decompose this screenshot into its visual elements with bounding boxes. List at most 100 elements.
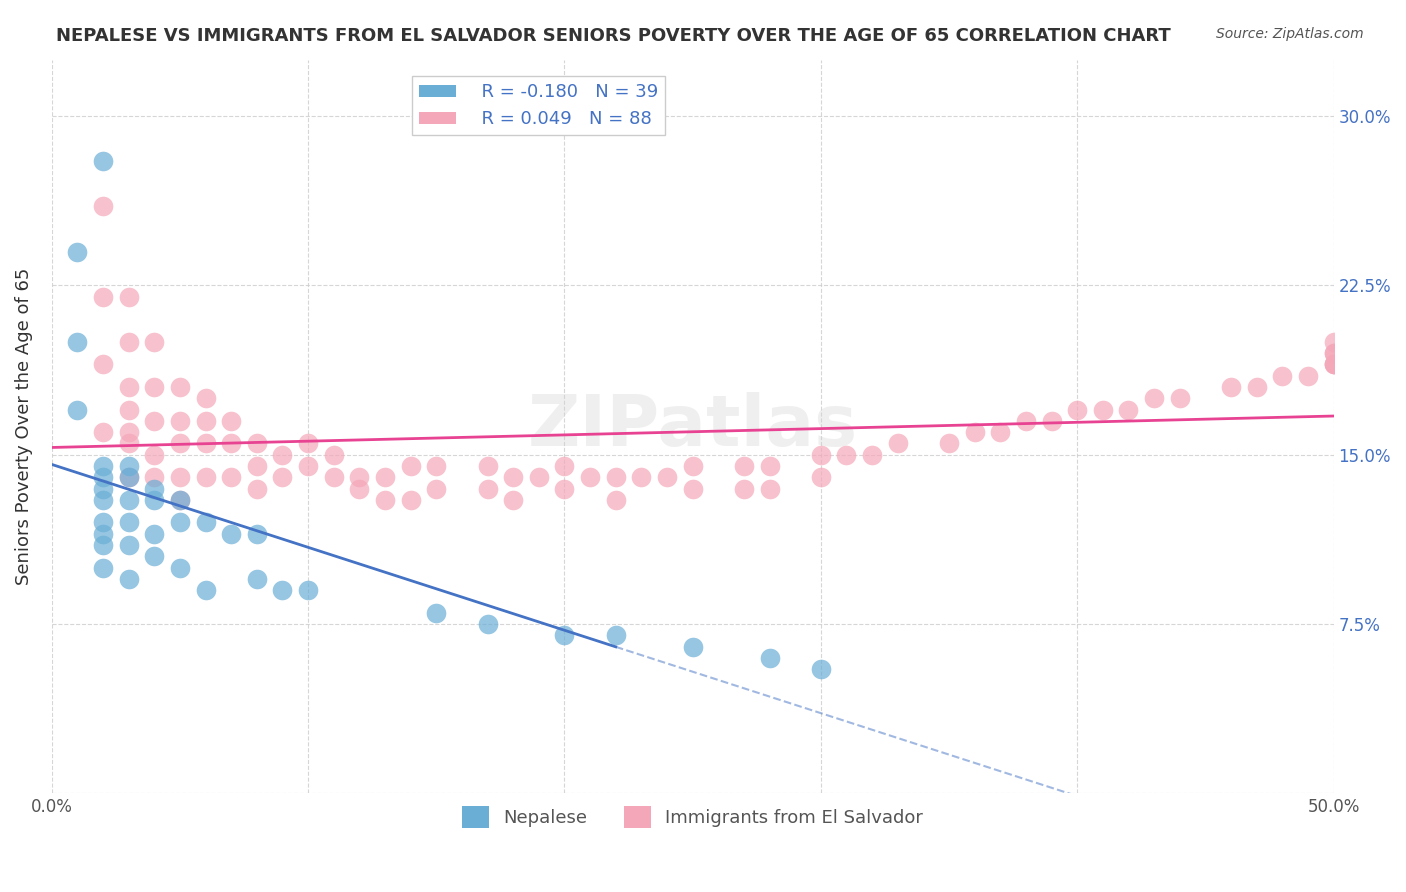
Text: ZIPatlas: ZIPatlas [527, 392, 858, 461]
Point [118, 470, 141, 484]
Point [118, 334, 141, 349]
Point [118, 458, 141, 473]
Point [143, 334, 166, 349]
Point [886, 436, 908, 450]
Point [682, 458, 704, 473]
Point [605, 470, 627, 484]
Point [1118, 402, 1140, 417]
Point [219, 436, 242, 450]
Point [194, 436, 217, 450]
Point [118, 402, 141, 417]
Point [271, 470, 294, 484]
Point [605, 628, 627, 642]
Point [91, 290, 114, 304]
Point [194, 583, 217, 598]
Point [1322, 358, 1344, 372]
Point [169, 436, 191, 450]
Point [630, 470, 652, 484]
Point [810, 448, 832, 462]
Point [169, 414, 191, 428]
Point [91, 526, 114, 541]
Point [91, 199, 114, 213]
Point [477, 458, 499, 473]
Point [1322, 358, 1344, 372]
Point [349, 470, 371, 484]
Point [297, 436, 319, 450]
Point [91, 458, 114, 473]
Point [118, 572, 141, 586]
Point [477, 482, 499, 496]
Point [1066, 402, 1088, 417]
Point [118, 290, 141, 304]
Point [579, 470, 602, 484]
Point [1322, 358, 1344, 372]
Point [91, 538, 114, 552]
Point [399, 458, 422, 473]
Point [425, 458, 447, 473]
Point [118, 538, 141, 552]
Point [374, 492, 396, 507]
Point [91, 154, 114, 169]
Point [374, 470, 396, 484]
Point [143, 482, 166, 496]
Point [143, 549, 166, 564]
Point [246, 436, 269, 450]
Point [553, 458, 575, 473]
Y-axis label: Seniors Poverty Over the Age of 65: Seniors Poverty Over the Age of 65 [15, 268, 32, 585]
Point [246, 526, 269, 541]
Point [246, 482, 269, 496]
Point [169, 560, 191, 574]
Point [349, 482, 371, 496]
Point [1271, 368, 1294, 383]
Point [605, 492, 627, 507]
Point [246, 458, 269, 473]
Point [1015, 414, 1038, 428]
Point [1143, 391, 1166, 405]
Point [1322, 334, 1344, 349]
Point [219, 470, 242, 484]
Point [835, 448, 858, 462]
Point [91, 482, 114, 496]
Point [118, 425, 141, 439]
Point [91, 470, 114, 484]
Point [810, 470, 832, 484]
Point [1296, 368, 1319, 383]
Point [297, 458, 319, 473]
Point [1091, 402, 1114, 417]
Point [758, 458, 780, 473]
Point [91, 425, 114, 439]
Point [246, 572, 269, 586]
Point [860, 448, 883, 462]
Point [1040, 414, 1063, 428]
Point [169, 492, 191, 507]
Point [938, 436, 960, 450]
Point [553, 482, 575, 496]
Point [91, 516, 114, 530]
Point [143, 470, 166, 484]
Point [322, 448, 344, 462]
Point [733, 458, 755, 473]
Point [758, 651, 780, 665]
Point [399, 492, 422, 507]
Point [66, 244, 89, 259]
Point [988, 425, 1011, 439]
Point [118, 380, 141, 394]
Point [527, 470, 550, 484]
Point [477, 617, 499, 632]
Point [194, 391, 217, 405]
Point [118, 436, 141, 450]
Text: Source: ZipAtlas.com: Source: ZipAtlas.com [1216, 27, 1364, 41]
Point [425, 606, 447, 620]
Point [169, 470, 191, 484]
Point [91, 560, 114, 574]
Point [169, 516, 191, 530]
Point [194, 470, 217, 484]
Point [502, 492, 524, 507]
Point [194, 516, 217, 530]
Point [143, 380, 166, 394]
Point [682, 640, 704, 654]
Point [271, 448, 294, 462]
Point [169, 492, 191, 507]
Point [118, 470, 141, 484]
Point [1322, 346, 1344, 360]
